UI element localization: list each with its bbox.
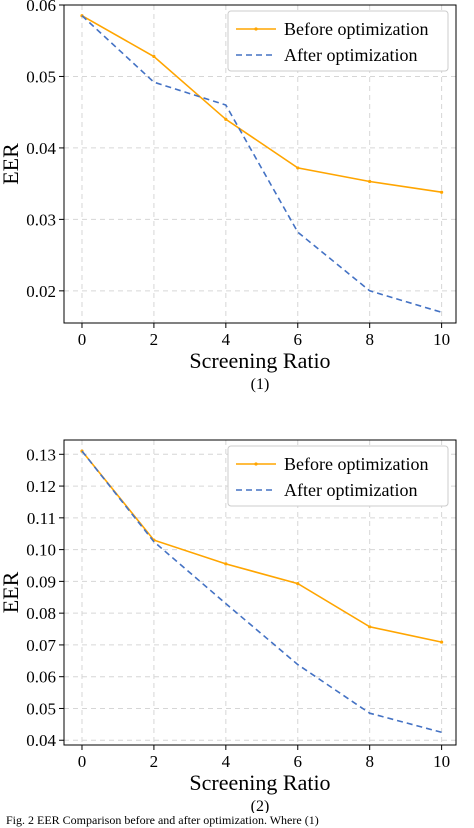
figure-caption: Fig. 2 EER Comparison before and after o… <box>6 813 319 827</box>
chart1-data-point <box>224 117 228 121</box>
chart2-data-point <box>224 562 228 566</box>
chart2-y-tick-label: 0.06 <box>26 668 56 687</box>
chart1-y-axis-label: EER <box>0 143 23 185</box>
chart2-subfigure-label: (2) <box>251 798 270 813</box>
chart-1: 0 2 4 6 8 10 0.02 0.03 0.04 0.05 0.06 Screening Rat… <box>0 0 457 393</box>
chart1-data-point <box>368 179 372 184</box>
chart1-x-tick-label: 6 <box>294 330 303 349</box>
chart1-legend-label-after: After optimization <box>284 45 417 65</box>
chart1-x-tick-label: 8 <box>365 330 374 349</box>
chart1-data-point <box>152 54 156 59</box>
chart2-x-tick-label: 0 <box>78 752 87 771</box>
chart2-plot-frame <box>63 439 457 746</box>
chart1-y-tick-label: 0.04 <box>26 139 56 158</box>
chart2-y-tick-label: 0.04 <box>26 731 56 750</box>
chart2-y-tick-label: 0.09 <box>26 572 56 591</box>
chart2-data-point <box>296 582 300 586</box>
chart2-y-tick-label: 0.13 <box>26 445 56 464</box>
chart1-x-tick-label: 10 <box>433 330 450 349</box>
chart1-data-point <box>296 166 300 170</box>
chart2-y-tick-label: 0.08 <box>26 604 56 623</box>
chart2-data-point <box>368 625 372 629</box>
chart2-x-tick-label: 10 <box>433 752 450 771</box>
chart2-data-point <box>440 640 444 644</box>
chart2-x-tick-label: 4 <box>222 752 231 771</box>
chart2-series-before-line <box>81 450 442 643</box>
chart1-x-tick-label: 0 <box>78 330 87 349</box>
chart2-y-tick-label: 0.12 <box>26 477 56 496</box>
chart1-plot-frame <box>63 4 457 324</box>
chart2-y-tick-label: 0.10 <box>26 541 56 560</box>
chart2-x-tick-label: 8 <box>365 752 374 771</box>
chart1-series-after-line <box>81 15 442 314</box>
chart2-legend-label-before: Before optimization <box>284 454 428 474</box>
chart2-x-tick-label: 6 <box>294 752 303 771</box>
chart1-legend-marker <box>254 27 258 31</box>
chart1-legend-box <box>227 10 449 72</box>
chart2-y-axis-label: EER <box>0 571 23 613</box>
chart2-x-tick-label: 2 <box>150 752 159 771</box>
chart2-y-tick-label: 0.11 <box>27 509 56 528</box>
chart1-x-tick-label: 4 <box>222 330 231 349</box>
chart1-legend-label-before: Before optimization <box>284 19 428 39</box>
chart1-data-point <box>440 190 444 194</box>
chart1-y-tick-label: 0.06 <box>26 0 56 15</box>
chart2-y-tick-label: 0.07 <box>26 636 56 655</box>
chart2-x-axis-label: Screening Ratio <box>189 770 330 795</box>
chart2-series-after-line <box>81 450 442 734</box>
chart1-series-before-line <box>81 15 442 193</box>
chart1-x-tick-label: 2 <box>150 330 159 349</box>
chart1-y-tick-label: 0.05 <box>26 67 56 86</box>
chart1-x-axis-label: Screening Ratio <box>189 348 330 373</box>
chart2-legend-marker <box>254 462 258 466</box>
chart2-y-tick-label: 0.05 <box>26 699 56 718</box>
chart2-legend-label-after: After optimization <box>284 480 417 500</box>
chart-2: 0 2 4 6 8 10 0.04 0.05 0.06 0.07 0.08 0.09 0.10 0.11 0… <box>0 439 457 813</box>
chart1-y-tick-label: 0.03 <box>26 210 56 229</box>
chart1-y-tick-label: 0.02 <box>26 282 56 301</box>
chart1-subfigure-label: (1) <box>251 376 270 393</box>
chart2-legend-box <box>227 445 449 507</box>
